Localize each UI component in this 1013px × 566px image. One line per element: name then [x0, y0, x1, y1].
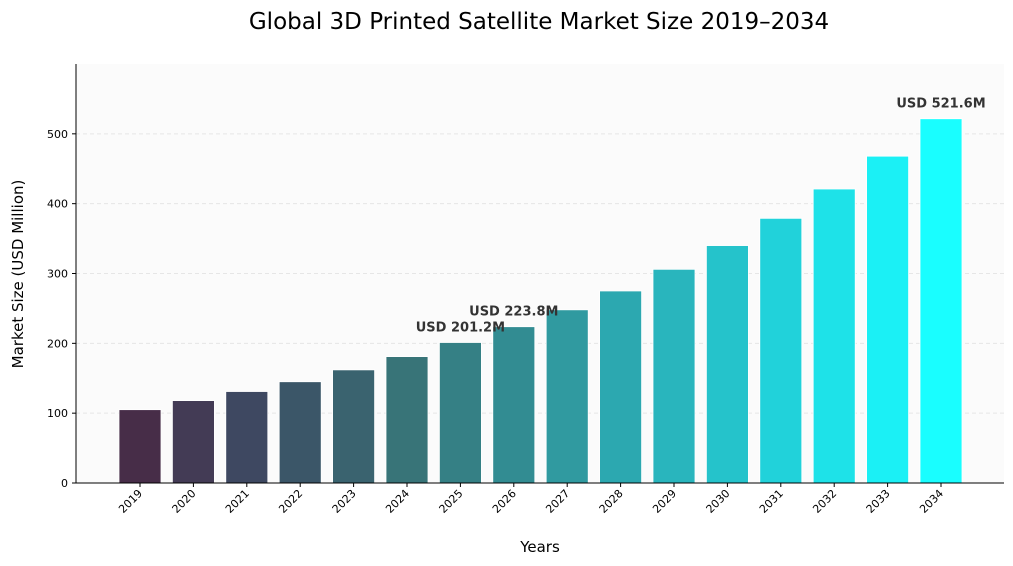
bar-2029	[652, 268, 696, 484]
x-tick-label: 2021	[223, 487, 252, 516]
bar-2026	[492, 326, 536, 484]
bar-2021	[225, 391, 269, 484]
y-tick-label: 400	[47, 198, 68, 211]
bar-2025	[438, 342, 482, 484]
x-tick-label: 2030	[704, 487, 733, 516]
x-tick-label: 2031	[757, 487, 786, 516]
x-axis-ticks: 2019 2020 2021 2022 2023 2024 2025 2026 2027 2028…	[116, 483, 946, 516]
bar-2034	[919, 118, 963, 484]
chart-title: Global 3D Printed Satellite Market Size …	[249, 9, 829, 35]
x-tick-label: 2032	[810, 487, 839, 516]
bar-2027	[545, 309, 589, 484]
x-axis-title: Years	[519, 538, 560, 556]
bar-2030	[706, 245, 749, 484]
x-tick-label: 2019	[116, 487, 145, 516]
data-label-2034: USD 521.6M	[896, 97, 985, 112]
y-tick-label: 0	[61, 477, 68, 490]
x-tick-label: 2023	[330, 487, 359, 516]
bar-2032	[812, 188, 856, 484]
y-tick-label: 300	[47, 268, 68, 281]
x-tick-label: 2020	[170, 487, 199, 516]
x-tick-label: 2028	[597, 487, 626, 516]
x-tick-label: 2026	[490, 487, 519, 516]
bar-2019	[118, 409, 162, 484]
bar-2031	[759, 217, 803, 484]
bar-2020	[171, 400, 215, 484]
bar-2024	[385, 356, 429, 484]
data-label-2025: USD 201.2M	[416, 320, 505, 335]
y-axis-ticks: 0 100 200 300 400 500	[47, 128, 76, 490]
x-tick-label: 2029	[650, 487, 679, 516]
x-tick-label: 2024	[383, 487, 412, 516]
y-tick-label: 100	[47, 407, 68, 420]
x-tick-label: 2022	[276, 487, 305, 516]
bar-2022	[278, 381, 322, 484]
data-label-2026: USD 223.8M	[469, 305, 558, 320]
x-tick-label: 2034	[917, 487, 946, 516]
y-tick-label: 500	[47, 128, 68, 141]
bars	[118, 118, 963, 484]
x-tick-label: 2027	[543, 487, 572, 516]
bar-2023	[332, 369, 376, 484]
x-tick-label: 2033	[864, 487, 893, 516]
x-tick-label: 2025	[437, 487, 466, 516]
bar-2033	[866, 155, 909, 484]
y-axis-title: Market Size (USD Million)	[9, 180, 27, 369]
bar-2028	[599, 290, 642, 484]
y-tick-label: 200	[47, 337, 68, 350]
